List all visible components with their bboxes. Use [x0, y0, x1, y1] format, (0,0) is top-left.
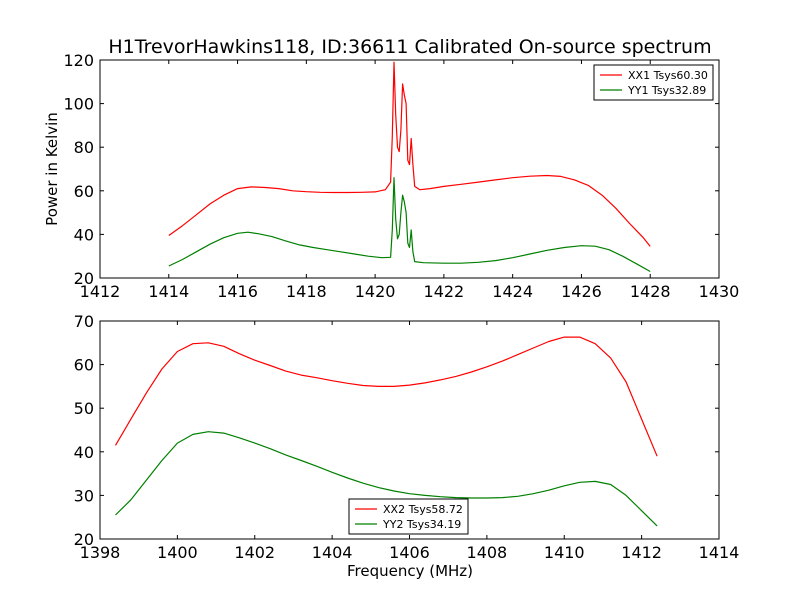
x-axis-label: Frequency (MHz) — [347, 562, 473, 580]
series-line-xx1 — [168, 61, 651, 247]
x-tick-label: 1412 — [621, 543, 662, 562]
x-tick-label: 1420 — [355, 282, 396, 301]
plot-frame — [99, 59, 720, 279]
x-tick-label: 1424 — [492, 282, 533, 301]
top-spectrum-panel: 1412 1414 1416 1418 1420 1422 1424 1426 1428 1430… — [63, 51, 739, 301]
y-tick-label: 60 — [74, 182, 94, 201]
y-tick-label: 20 — [74, 269, 94, 288]
series-line-yy1 — [168, 177, 651, 273]
y-tick-label: 100 — [63, 95, 94, 114]
x-tick-label: 1398 — [80, 543, 121, 562]
chart-title: H1TrevorHawkins118, ID:36611 Calibrated … — [108, 36, 711, 58]
y-tick-label: 50 — [74, 399, 94, 418]
x-tick-label: 1428 — [630, 282, 671, 301]
y-tick-label: 70 — [74, 312, 94, 331]
x-tick-label: 1404 — [312, 543, 353, 562]
series-line-xx2 — [114, 336, 658, 457]
x-tick-label: 1406 — [389, 543, 430, 562]
x-tick-label: 1414 — [699, 543, 740, 562]
y-tick-label: 120 — [63, 51, 94, 70]
y-axis-label: Power in Kelvin — [43, 112, 61, 226]
legend-box — [348, 498, 469, 535]
legend-entry: XX1 Tsys60.30 — [628, 69, 708, 82]
legend-box — [593, 64, 714, 101]
x-tick-label: 1414 — [148, 282, 189, 301]
series-line-yy2 — [115, 431, 658, 527]
x-tick-label: 1402 — [234, 543, 275, 562]
legend-entry: YY1 Tsys32.89 — [627, 84, 706, 97]
legend-entry: YY2 Tsys34.19 — [382, 518, 461, 531]
y-tick-label: 80 — [74, 138, 94, 157]
y-tick-label: 20 — [74, 530, 94, 549]
y-tick-label: 40 — [74, 443, 94, 462]
x-tick-label: 1416 — [217, 282, 258, 301]
y-tick-label: 40 — [74, 225, 94, 244]
legend: XX1 Tsys60.30 YY1 Tsys32.89 — [593, 64, 714, 101]
x-tick-label: 1400 — [157, 543, 198, 562]
x-tick-label: 1422 — [424, 282, 465, 301]
y-tick-label: 60 — [74, 356, 94, 375]
x-tick-label: 1430 — [699, 282, 740, 301]
legend-entry: XX2 Tsys58.72 — [383, 503, 463, 516]
bottom-spectrum-panel: 1398 1400 1402 1404 1406 1408 1410 1412 1414 20 30… — [74, 312, 740, 562]
legend: XX2 Tsys58.72 YY2 Tsys34.19 — [348, 498, 469, 535]
x-tick-label: 1408 — [467, 543, 508, 562]
x-tick-label: 1418 — [286, 282, 327, 301]
x-tick-label: 1426 — [561, 282, 602, 301]
y-tick-label: 30 — [74, 486, 94, 505]
x-tick-label: 1410 — [544, 543, 585, 562]
x-tick-label: 1412 — [80, 282, 121, 301]
